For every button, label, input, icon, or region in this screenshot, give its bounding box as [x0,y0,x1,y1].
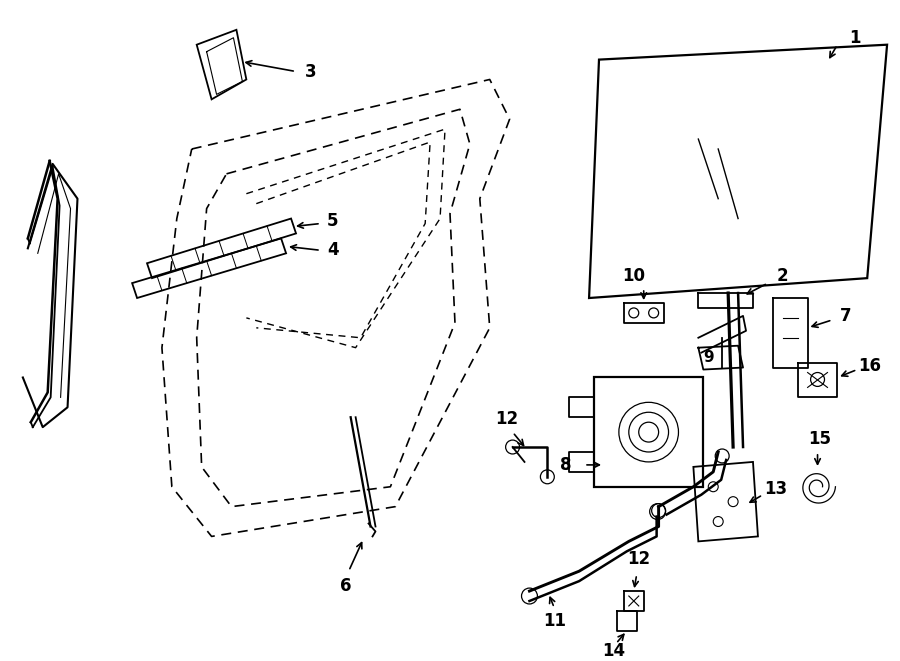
Text: 15: 15 [808,430,831,448]
Text: 14: 14 [602,642,626,660]
Text: 7: 7 [840,307,851,325]
Text: 3: 3 [305,63,317,81]
Text: 4: 4 [327,241,338,259]
Text: 2: 2 [777,267,788,285]
Text: 5: 5 [327,212,338,229]
Text: 12: 12 [627,550,651,568]
Text: 11: 11 [543,612,566,630]
Text: 10: 10 [622,267,645,285]
Text: 12: 12 [495,410,518,428]
Text: 16: 16 [858,356,881,375]
Text: 1: 1 [850,28,861,47]
Text: 6: 6 [340,577,351,595]
Text: 9: 9 [703,350,714,365]
Text: 13: 13 [764,480,788,498]
Text: 8: 8 [560,456,572,474]
